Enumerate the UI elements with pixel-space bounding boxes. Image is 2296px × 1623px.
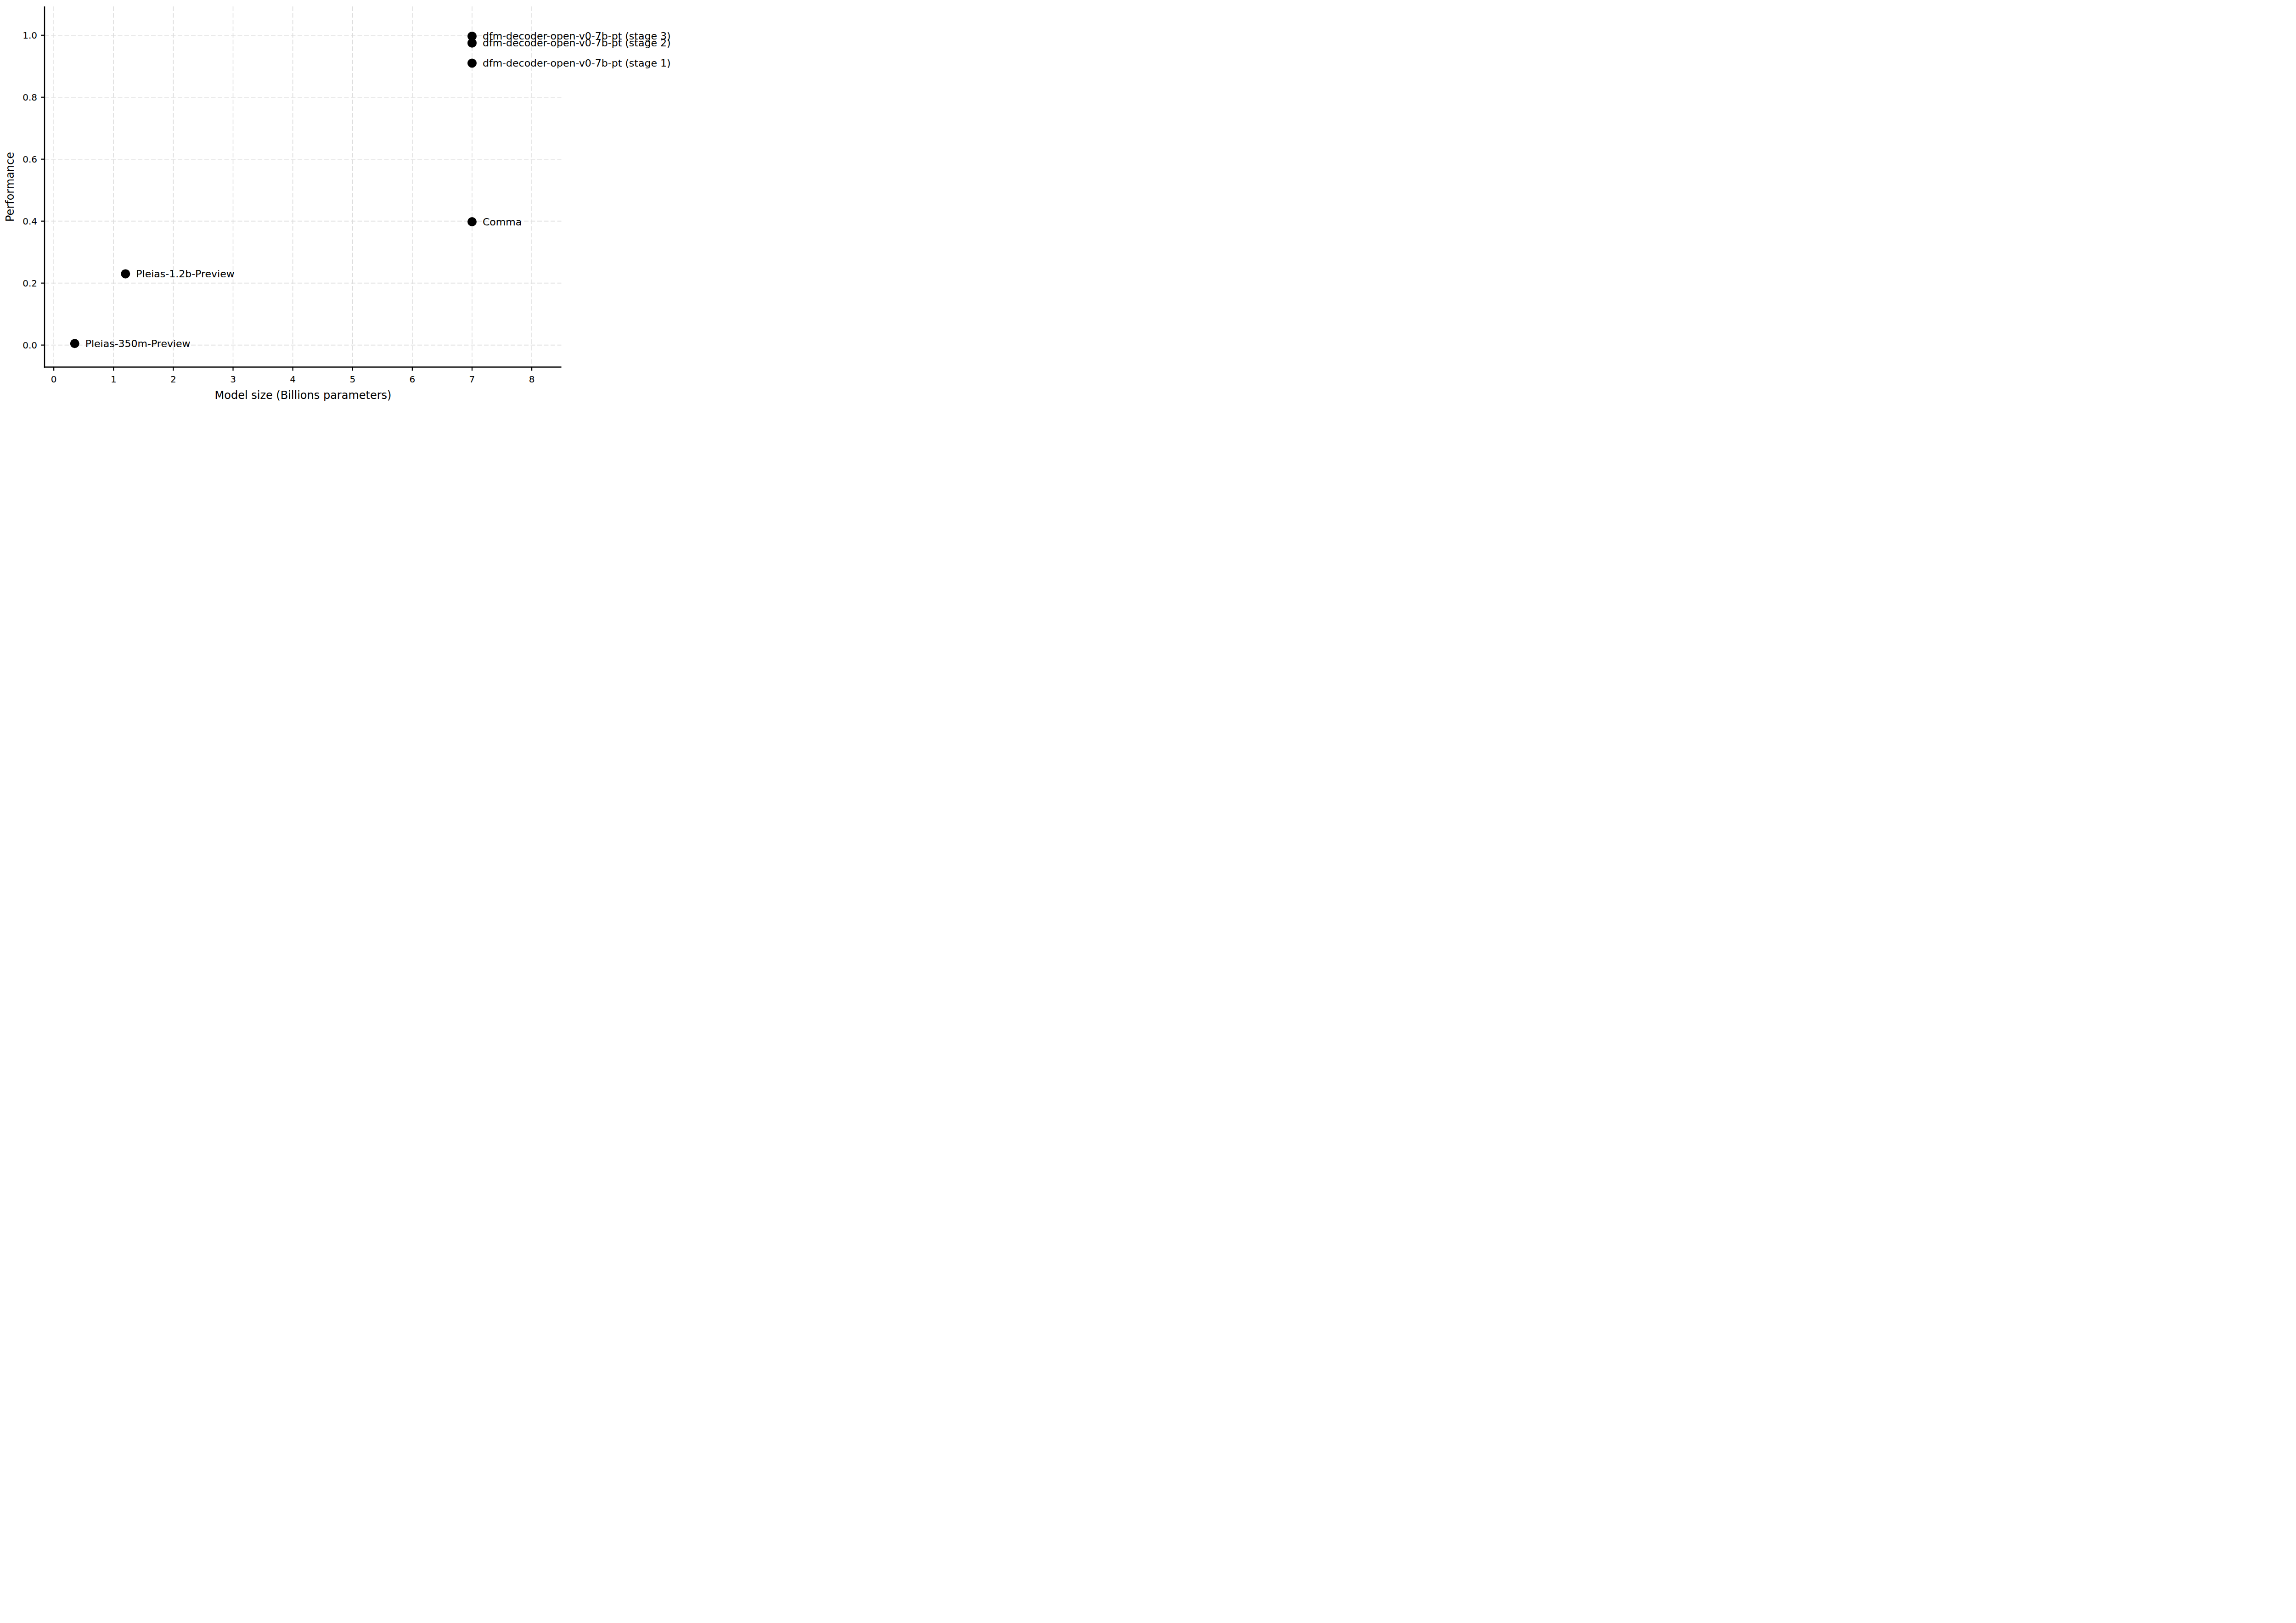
data-point bbox=[70, 339, 79, 348]
x-axis-title: Model size (Billions parameters) bbox=[215, 389, 392, 402]
point-label: Comma bbox=[483, 216, 522, 228]
data-point bbox=[121, 269, 130, 278]
data-point bbox=[467, 217, 477, 226]
x-tick-label: 5 bbox=[349, 374, 355, 385]
y-tick-label: 0.6 bbox=[23, 154, 37, 165]
y-tick-label: 0.8 bbox=[23, 92, 37, 103]
y-tick-label: 0.4 bbox=[23, 216, 37, 227]
x-tick-label: 3 bbox=[230, 374, 236, 385]
axis-ticks bbox=[41, 35, 532, 371]
point-label: dfm-decoder-open-v0-7b-pt (stage 1) bbox=[483, 57, 671, 69]
scatter-figure: 0 1 2 3 4 5 6 7 8 0.0 0.2 0.4 0.6 0.8 1.0 Pleias-350m-… bbox=[0, 0, 684, 406]
x-tick-label: 0 bbox=[51, 374, 57, 385]
x-tick-label: 8 bbox=[529, 374, 535, 385]
y-axis-title: Performance bbox=[4, 152, 17, 222]
x-tick-label: 6 bbox=[409, 374, 415, 385]
y-tick-label: 1.0 bbox=[23, 30, 37, 41]
point-label: Pleias-350m-Preview bbox=[85, 338, 191, 349]
x-tick-label: 7 bbox=[469, 374, 475, 385]
y-tick-label: 0.2 bbox=[23, 278, 37, 289]
tick-labels: 0 1 2 3 4 5 6 7 8 0.0 0.2 0.4 0.6 0.8 1.0 bbox=[23, 30, 535, 385]
point-label: dfm-decoder-open-v0-7b-pt (stage 3) bbox=[483, 30, 671, 42]
x-tick-label: 4 bbox=[290, 374, 296, 385]
data-point bbox=[467, 32, 477, 41]
x-tick-label: 2 bbox=[170, 374, 176, 385]
point-label: Pleias-1.2b-Preview bbox=[136, 268, 234, 280]
x-tick-label: 1 bbox=[111, 374, 117, 385]
data-points bbox=[70, 32, 477, 348]
data-point bbox=[467, 58, 477, 67]
y-tick-label: 0.0 bbox=[23, 340, 37, 351]
scatter-chart: 0 1 2 3 4 5 6 7 8 0.0 0.2 0.4 0.6 0.8 1.0 Pleias-350m-… bbox=[0, 0, 684, 406]
